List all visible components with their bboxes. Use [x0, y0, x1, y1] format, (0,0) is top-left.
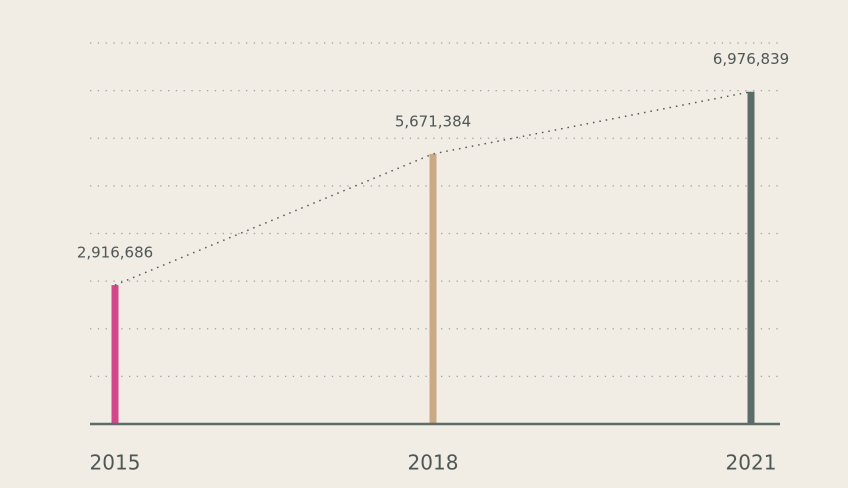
- bar: [111, 285, 119, 424]
- value-label: 6,976,839: [713, 50, 789, 68]
- x-tick-label: 2015: [90, 451, 141, 475]
- bar: [429, 153, 437, 424]
- x-tick-label: 2018: [408, 451, 459, 475]
- value-label: 2,916,686: [77, 244, 153, 262]
- trend-line: [114, 90, 752, 286]
- bar: [747, 91, 755, 425]
- x-tick-label: 2021: [726, 451, 777, 475]
- value-label: 5,671,384: [395, 112, 471, 130]
